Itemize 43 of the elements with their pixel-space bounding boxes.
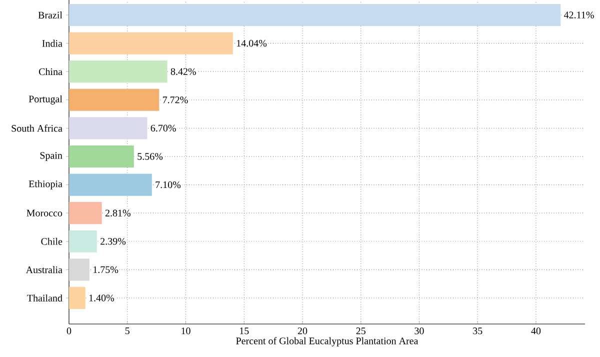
y-tick-label: Spain [40,152,62,161]
data-label: 14.04% [236,40,267,47]
data-label: 2.81% [105,210,131,216]
y-tick-label: Ethiopia [28,180,62,190]
x-tick-label: 20 [298,328,308,334]
data-label: 1.75% [94,266,118,274]
x-tick-label: 10 [182,328,190,334]
data-label: 2.39% [100,238,126,245]
y-tick-label: South Africa [12,124,62,132]
bar [69,230,97,252]
y-tick-label: Brazil [38,11,62,19]
x-tick-label: 25 [356,328,366,334]
x-tick-label: 5 [125,328,130,334]
y-tick-label: Morocco [26,210,62,216]
y-tick-label: India [42,40,62,47]
bar [69,4,561,26]
x-tick-label: 40 [531,328,541,334]
data-label: 7.72% [162,96,188,104]
y-tick-label: Portugal [28,95,62,104]
y-tick-label: China [38,68,62,76]
x-tick-label: 35 [473,328,482,334]
data-label: 6.70% [150,124,176,132]
bar [69,202,102,224]
data-label: 1.40% [89,294,114,302]
y-tick-label: Australia [26,266,62,274]
x-tick-label: 0 [66,328,72,334]
bar [69,117,148,140]
y-tick-label: Thailand [27,294,62,302]
bar [69,258,90,281]
y-tick-label: Chile [41,238,62,245]
bar [69,32,233,54]
data-label: 42.11% [564,12,594,18]
bar [69,88,160,111]
data-label: 8.42% [170,68,196,75]
x-tick-label: 15 [240,328,249,334]
bar [69,145,134,168]
bar [69,174,152,196]
bar [69,286,86,310]
data-label: 5.56% [138,153,163,160]
x-tick-label: 30 [414,328,424,334]
x-axis-title: Percent of Global Eucalyptus Plantation Area [236,337,418,346]
bar [69,60,168,83]
data-label: 7.10% [156,181,181,188]
